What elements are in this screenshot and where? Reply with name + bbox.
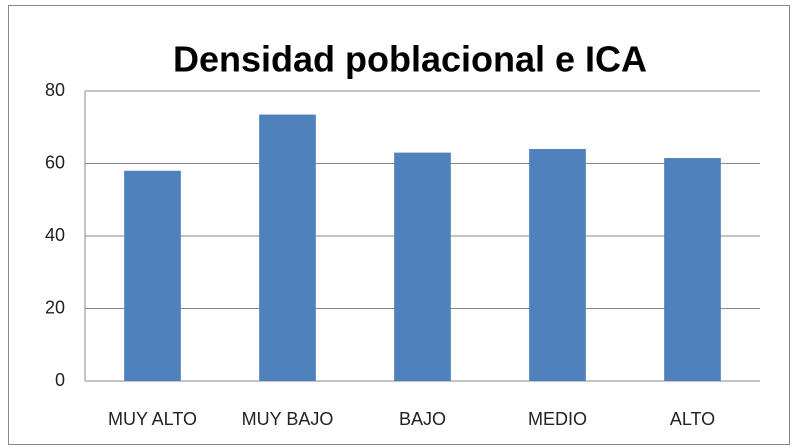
x-tick-label: MUY BAJO (242, 409, 334, 429)
bar (259, 114, 316, 381)
bar (529, 149, 586, 381)
x-tick-label: BAJO (399, 409, 446, 429)
x-tick-label: MUY ALTO (108, 409, 197, 429)
x-tick-label: ALTO (670, 409, 715, 429)
y-tick-label: 60 (45, 152, 65, 172)
bar (664, 158, 721, 381)
y-tick-label: 0 (55, 370, 65, 390)
y-tick-label: 40 (45, 225, 65, 245)
y-tick-label: 80 (45, 80, 65, 100)
x-tick-label: MEDIO (528, 409, 587, 429)
bar (394, 152, 451, 381)
y-tick-label: 20 (45, 297, 65, 317)
chart-title: Densidad poblacional e ICA (173, 39, 647, 80)
bar (124, 170, 181, 381)
